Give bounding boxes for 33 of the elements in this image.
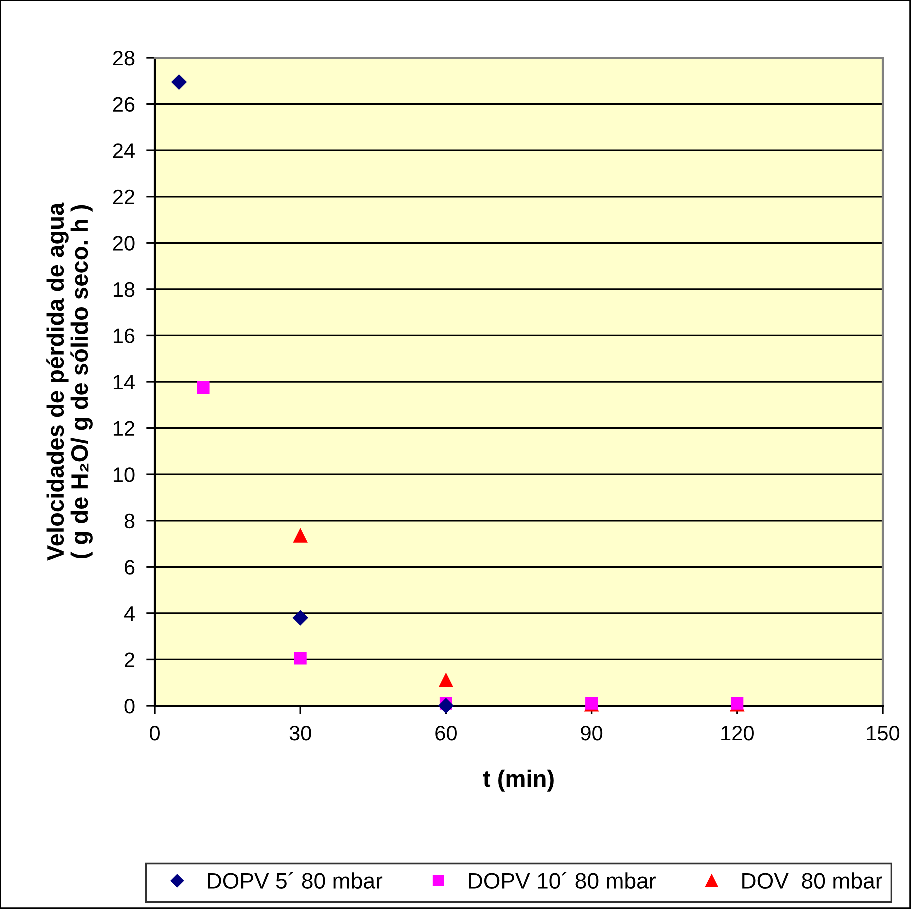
y-tick-label: 18 [114, 282, 135, 298]
y-tick-label: 20 [113, 236, 135, 251]
point [438, 698, 454, 714]
y-tick-label: 14 [114, 375, 135, 390]
legend-label: DOV 80 mbar [742, 872, 882, 889]
point [172, 74, 187, 90]
x-tick-label: 0 [150, 726, 160, 741]
y-tick-label: 0 [124, 699, 135, 714]
y-tick-label: 8 [124, 514, 135, 529]
x-tick-label: 120 [722, 726, 754, 741]
y-tick-label: 22 [113, 190, 135, 204]
y-tick-label: 28 [113, 51, 135, 66]
legend-label: DOPV 10´ 80 mbar [469, 872, 656, 889]
y-tick-label: 16 [114, 328, 135, 344]
x-tick-label: 60 [436, 726, 457, 741]
legend-label: DOPV 5´ 80 mbar [208, 872, 383, 889]
x-tick-label: 90 [581, 726, 603, 741]
y-tick-label: 12 [114, 421, 135, 436]
y-tick-label: 26 [113, 97, 135, 112]
point [439, 674, 454, 688]
point [293, 610, 308, 626]
x-tick-label: 150 [867, 726, 900, 741]
x-tick-label: 30 [290, 726, 312, 741]
y-tick-label: 10 [114, 468, 135, 482]
y-tick-label: 6 [125, 560, 135, 575]
point [197, 382, 210, 394]
x-axis-title: t (min) [483, 770, 554, 792]
y-axis-title: Velocidades de pérdida de agua ( g de H₂O/ g de sólido seco. h ) [46, 202, 93, 561]
y-tick-label: 24 [113, 144, 135, 158]
y-tick-label: 2 [125, 652, 135, 668]
point [294, 652, 307, 665]
y-tick-label: 4 [124, 606, 135, 621]
point [294, 528, 308, 543]
